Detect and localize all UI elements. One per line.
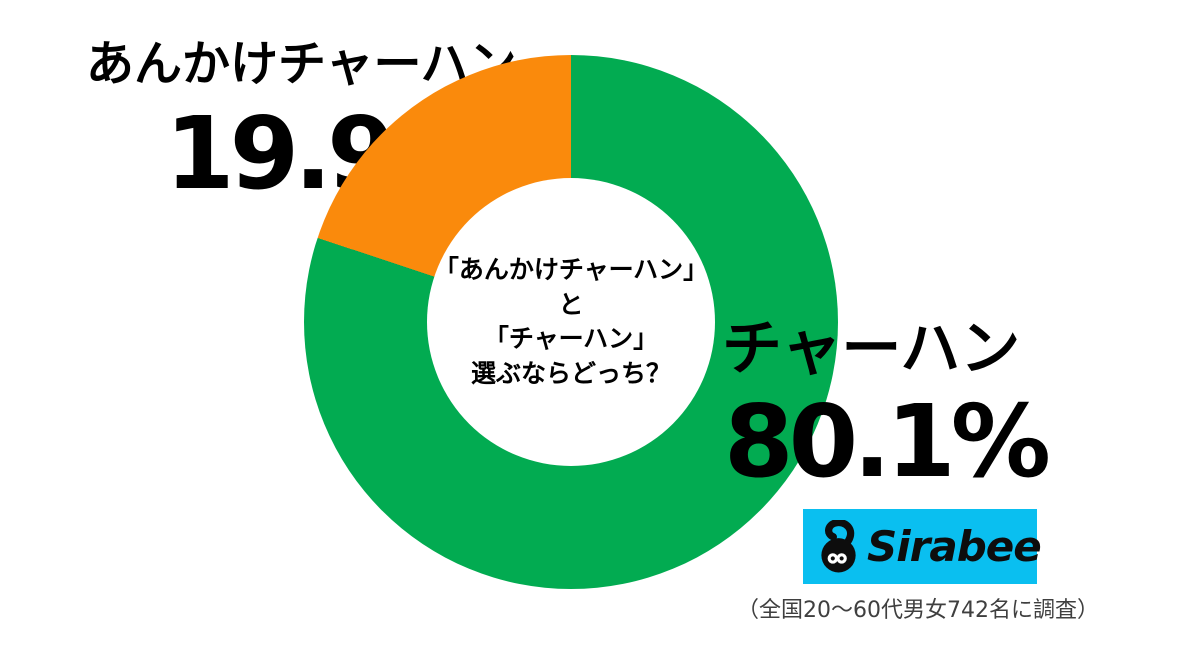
center-question-line-3: 「チャーハン」 (483, 324, 659, 353)
donut-hole: 「あんかけチャーハン」 と 「チャーハン」 選ぶならどっち？ (427, 178, 715, 466)
sirabee-bee-icon (821, 519, 856, 572)
center-question-line-1: 「あんかけチャーハン」 (433, 255, 709, 284)
slice-value-chahan: 80.1% (724, 383, 1051, 500)
slice-label-ankake-chahan: あんかけチャーハン (86, 36, 517, 92)
slice-label-chahan: チャーハン (722, 314, 1021, 384)
sirabee-logo-text: Sirabee (867, 521, 1042, 571)
center-question-line-2: と (558, 289, 584, 319)
sirabee-logo: Sirabee (803, 509, 1042, 584)
donut-chart: 「あんかけチャーハン」 と 「チャーハン」 選ぶならどっち？ (304, 55, 838, 589)
survey-caption: （全国20〜60代男女742名に調査） (737, 598, 1099, 623)
center-question-line-4: 選ぶならどっち？ (470, 358, 671, 388)
